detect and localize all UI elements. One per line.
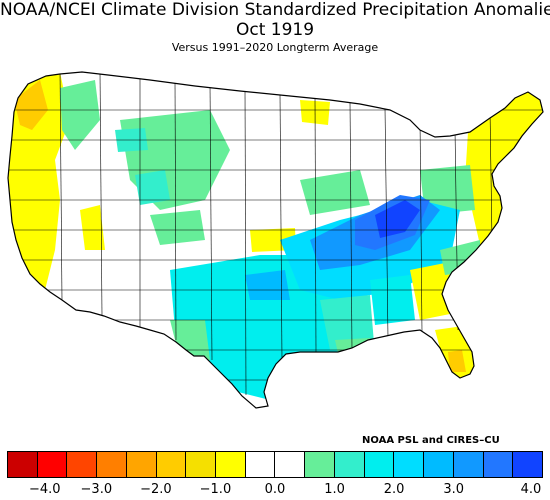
region-alabama-cyan	[370, 275, 415, 325]
legend-tick-label: 1.0	[324, 482, 345, 497]
legend-tick-label: −3.0	[80, 482, 113, 497]
data-credit: NOAA PSL and CIRES–CU	[362, 435, 500, 446]
map-title: NOAA/NCEI Climate Division Standardized …	[0, 0, 550, 20]
region-great-lakes-green	[300, 170, 370, 215]
map-fill-layer	[8, 72, 543, 408]
legend-swatch	[96, 452, 126, 477]
legend-swatch	[423, 452, 453, 477]
region-pennsylvania-green	[420, 165, 475, 215]
legend-swatch	[482, 452, 513, 477]
legend-tick-label: 4.0	[520, 482, 542, 497]
legend-tick-labels: −4.0 −3.0 −2.0 −1.0 0.0 1.0 2.0 3.0 4.0	[0, 482, 550, 500]
region-western-washington	[14, 80, 48, 130]
legend-tick-label: 2.0	[383, 482, 405, 497]
region-central-florida	[448, 350, 466, 372]
legend-swatch	[66, 452, 97, 477]
legend-swatch	[393, 452, 424, 477]
legend-swatch	[512, 452, 542, 477]
legend-swatch	[8, 452, 37, 477]
legend-swatch	[215, 452, 245, 477]
legend-tick-label: −2.0	[140, 482, 172, 497]
legend-swatch	[125, 452, 156, 477]
legend-swatch	[244, 452, 275, 477]
legend-swatch	[155, 452, 186, 477]
legend-colorbar	[7, 451, 543, 478]
region-idaho-green	[60, 80, 100, 150]
region-colorado-green	[150, 210, 205, 245]
legend-swatch	[36, 452, 67, 477]
legend-swatch	[452, 452, 483, 477]
legend-swatch	[333, 452, 364, 477]
legend-tick-label: 3.0	[443, 482, 464, 497]
legend-swatch	[185, 452, 216, 477]
us-climate-division-map	[7, 71, 544, 409]
legend-swatch	[363, 452, 394, 477]
us-outline	[7, 71, 544, 409]
map-baseline-note: Versus 1991–2020 Longterm Average	[171, 41, 379, 54]
region-oklahoma-blue	[245, 270, 290, 300]
legend-tick-label: 0.0	[264, 482, 286, 497]
map-date: Oct 1919	[235, 20, 315, 40]
region-nevada	[80, 205, 105, 250]
legend-tick-label: −1.0	[199, 482, 232, 497]
legend-swatch	[274, 452, 305, 477]
legend-tick-label: −4.0	[28, 482, 61, 497]
legend-swatch	[304, 452, 334, 477]
region-wyoming-basin	[135, 170, 170, 205]
